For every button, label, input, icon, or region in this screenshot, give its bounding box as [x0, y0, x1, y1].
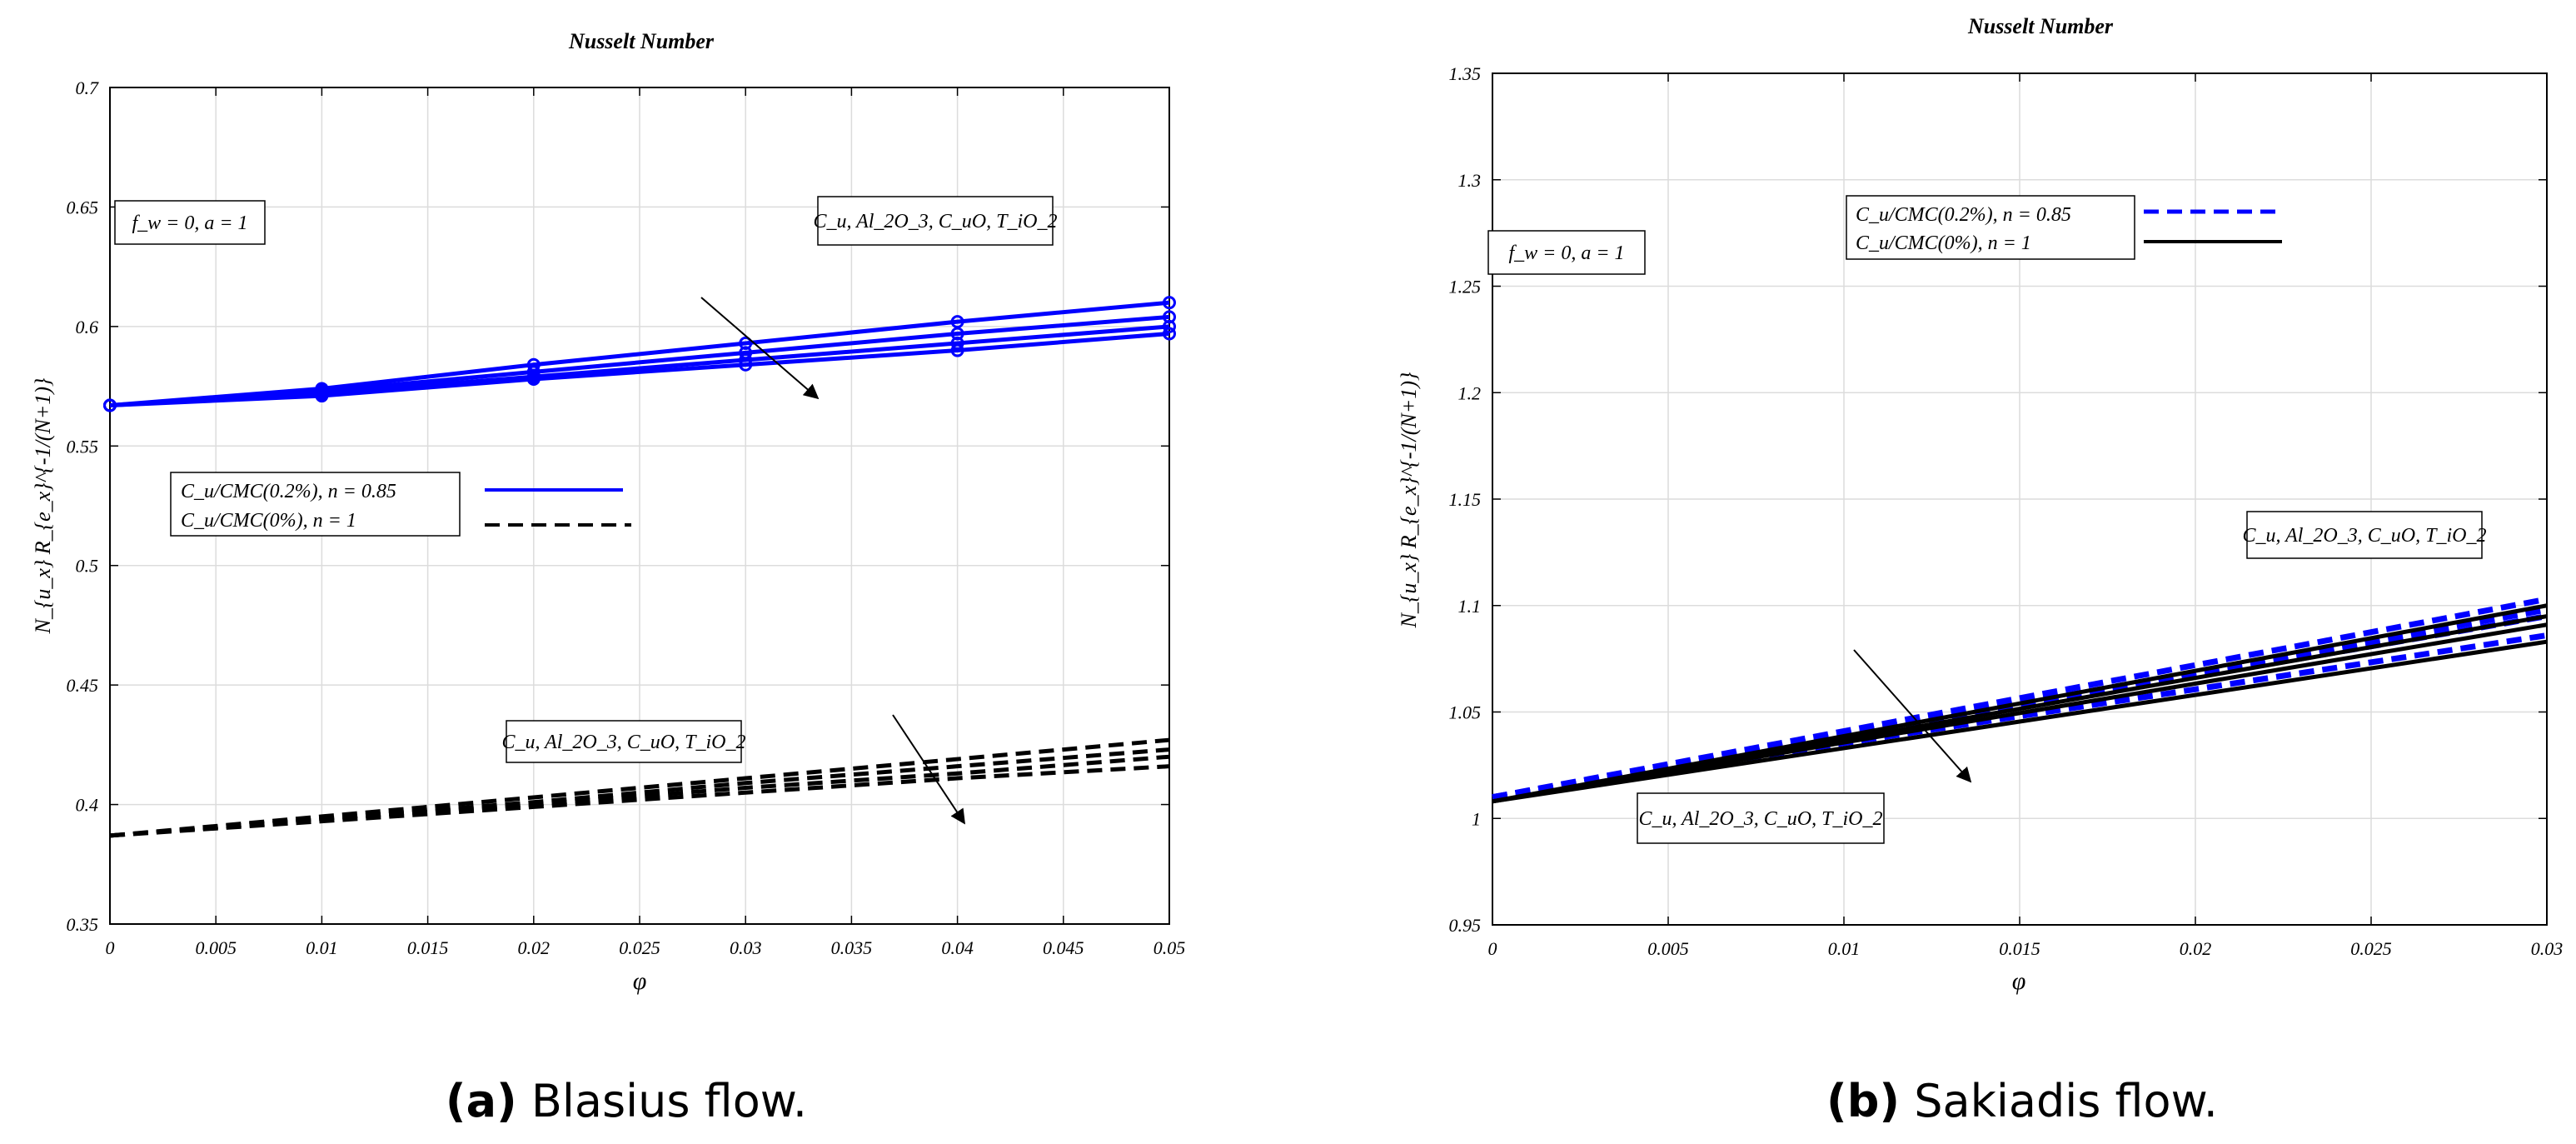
x-tick-label: 0.03: [2531, 938, 2564, 959]
series-line-7: [109, 764, 1170, 838]
nanoparticle-label-upper: C_u, Al_2O_3, C_uO, T_iO_2: [2243, 511, 2487, 559]
axis-ticks: 0 0.005 0.01 0.015 0.02 0.025 0.03 0.95 1 1.05 1.1…: [1449, 63, 2564, 959]
x-tick-label: 0.05: [1153, 937, 1186, 958]
x-tick-label: 0.01: [306, 937, 338, 958]
chart-panel-b: Nusselt Number 0 0.005 0.01 0.015 0.02 0.025 0…: [1397, 14, 2563, 995]
svg-text:(a) Blasius flow.: (a) Blasius flow.: [446, 1075, 807, 1127]
legend-entry-label: C_u/CMC(0%), n = 1: [181, 510, 356, 532]
chart-title: Nusselt Number: [568, 29, 715, 53]
legend-box: [1846, 195, 2135, 260]
svg-text:C_u, Al_2O_3, C_uO, T_iO_2: C_u, Al_2O_3, C_uO, T_iO_2: [1639, 808, 1883, 830]
svg-text:(b) Sakiadis flow.: (b) Sakiadis flow.: [1826, 1075, 2218, 1127]
svg-text:f_w = 0, a = 1: f_w = 0, a = 1: [1508, 242, 1624, 264]
legend-entry-label: C_u/CMC(0.2%), n = 0.85: [1856, 204, 2071, 226]
series-line-0: [1492, 596, 2548, 801]
y-tick-label: 1: [1472, 808, 1481, 829]
svg-text:f_w = 0, a = 1: f_w = 0, a = 1: [132, 212, 247, 234]
x-axis-label: φ: [2012, 967, 2026, 995]
y-tick-label: 0.7: [76, 77, 100, 98]
x-tick-label: 0.015: [407, 937, 449, 958]
y-tick-label: 0.55: [67, 436, 99, 457]
trend-arrow: [700, 297, 820, 400]
x-tick-label: 0.04: [941, 937, 974, 958]
x-tick-label: 0: [106, 937, 115, 958]
x-tick-label: 0.005: [195, 937, 237, 958]
caption-b: (b) Sakiadis flow.: [1826, 1075, 2218, 1127]
y-tick-label: 1.35: [1449, 63, 1482, 84]
x-axis-label: φ: [633, 967, 647, 995]
y-tick-label: 0.95: [1449, 915, 1482, 936]
axis-ticks: 0 0.005 0.01 0.015 0.02 0.025 0.03 0.035 0.04 0.0…: [67, 77, 1186, 958]
caption-a: (a) Blasius flow.: [446, 1075, 807, 1127]
y-tick-label: 0.6: [76, 317, 99, 337]
y-tick-label: 0.5: [76, 556, 99, 577]
y-tick-label: 0.65: [67, 197, 99, 217]
chart-title: Nusselt Number: [1967, 14, 2114, 38]
trend-arrow: [892, 714, 965, 825]
y-tick-label: 1.05: [1449, 702, 1482, 723]
x-tick-label: 0.02: [2180, 938, 2212, 959]
x-tick-label: 0.035: [831, 937, 873, 958]
series-line-6: [1492, 622, 2548, 804]
series-line-7: [1492, 639, 2548, 804]
legend-entry-label: C_u/CMC(0%), n = 1: [1856, 232, 2031, 254]
y-tick-label: 1.15: [1449, 489, 1482, 510]
svg-text:C_u, Al_2O_3, C_uO, T_iO_2: C_u, Al_2O_3, C_uO, T_iO_2: [502, 732, 746, 753]
series-marker: [1163, 310, 1176, 324]
y-axis-label: N_{u_x} R_{e_x}^{-1/(N+1)}: [31, 377, 55, 634]
series-marker: [739, 336, 753, 350]
y-tick-label: 0.35: [67, 914, 99, 935]
data-series: [1492, 596, 2548, 804]
series-marker: [950, 343, 964, 357]
series-marker: [1163, 319, 1176, 333]
series-line-1: [1492, 607, 2548, 801]
legend-entry-label: C_u/CMC(0.2%), n = 0.85: [181, 481, 396, 502]
x-tick-label: 0.015: [1999, 938, 2040, 959]
x-tick-label: 0.03: [730, 937, 762, 958]
caption-letter: (b): [1826, 1075, 1900, 1127]
chart-panel-a: Nusselt Number 0 0.005 0.01 0.015 0.02 0.025 0…: [31, 29, 1185, 995]
nanoparticle-label-black: C_u, Al_2O_3, C_uO, T_iO_2: [502, 720, 746, 763]
series-marker: [1163, 296, 1176, 310]
legend: C_u/CMC(0.2%), n = 0.85 C_u/CMC(0%), n =…: [1846, 195, 2282, 260]
x-tick-label: 0.01: [1828, 938, 1861, 959]
series-marker: [1163, 327, 1176, 341]
y-tick-label: 1.3: [1458, 170, 1482, 191]
series-marker: [103, 398, 117, 412]
nanoparticle-label-lower: C_u, Al_2O_3, C_uO, T_iO_2: [1637, 792, 1885, 844]
x-tick-label: 0.045: [1043, 937, 1084, 958]
y-axis-label: N_{u_x} R_{e_x}^{-1/(N+1)}: [1397, 372, 1421, 628]
parameter-annotation: f_w = 0, a = 1: [1487, 230, 1646, 275]
series-marker: [950, 327, 964, 341]
series-line-3: [109, 331, 1170, 408]
y-tick-label: 1.2: [1458, 382, 1482, 403]
series-marker: [526, 372, 541, 386]
x-tick-label: 0: [1488, 938, 1497, 959]
caption-text: Sakiadis flow.: [1914, 1075, 2218, 1127]
y-tick-label: 1.25: [1449, 277, 1482, 297]
y-tick-label: 0.45: [67, 675, 99, 696]
nanoparticle-label-blue: C_u, Al_2O_3, C_uO, T_iO_2: [814, 196, 1058, 246]
svg-text:C_u, Al_2O_3, C_uO, T_iO_2: C_u, Al_2O_3, C_uO, T_iO_2: [2243, 525, 2487, 547]
trend-arrow: [1853, 649, 1972, 783]
data-series: [103, 296, 1176, 838]
series-marker: [739, 357, 753, 372]
legend-box: [170, 472, 461, 537]
y-tick-label: 1.1: [1458, 596, 1482, 617]
legend: C_u/CMC(0.2%), n = 0.85 C_u/CMC(0%), n =…: [170, 472, 631, 537]
parameter-annotation: f_w = 0, a = 1: [114, 200, 266, 245]
x-tick-label: 0.025: [2350, 938, 2392, 959]
series-marker: [315, 389, 329, 403]
x-tick-label: 0.005: [1647, 938, 1689, 959]
x-tick-label: 0.025: [619, 937, 660, 958]
y-tick-label: 0.4: [76, 795, 99, 816]
x-tick-label: 0.02: [518, 937, 551, 958]
svg-text:C_u, Al_2O_3, C_uO, T_iO_2: C_u, Al_2O_3, C_uO, T_iO_2: [814, 211, 1058, 232]
caption-letter: (a): [446, 1075, 517, 1127]
caption-text: Blasius flow.: [531, 1075, 807, 1127]
